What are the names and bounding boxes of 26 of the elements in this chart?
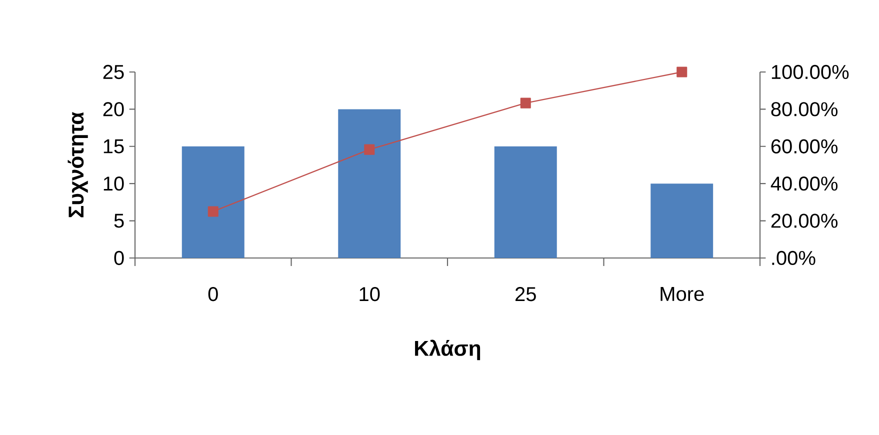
point [364, 144, 375, 155]
y-tick-label: 25 [103, 64, 124, 80]
x-tick-label: 10 [360, 287, 380, 302]
y-tick-label: 10 [104, 176, 124, 191]
y2-tick-label: .00% [772, 250, 816, 266]
y-axis-title: Συχνότητα [68, 112, 88, 218]
point [208, 206, 218, 217]
point [676, 66, 688, 78]
x-tick-label: 0 [208, 287, 218, 302]
bar [338, 109, 401, 258]
x-tick-label: More [660, 287, 704, 302]
bar [494, 146, 557, 258]
y2-tick-label: 80.00% [771, 102, 838, 116]
point [520, 98, 531, 108]
bar [650, 184, 714, 258]
bar [182, 146, 244, 258]
y2-tick-label: 60.00% [771, 139, 838, 154]
y-tick-label: 0 [114, 250, 124, 266]
y-tick-label: 20 [103, 102, 124, 116]
y-tick-label: 15 [104, 139, 124, 154]
x-axis-title: Κλάση [415, 340, 480, 360]
y-tick-label: 5 [114, 214, 124, 228]
y2-tick-label: 20.00% [771, 214, 838, 228]
y2-tick-label: 40.00% [770, 176, 838, 191]
x-tick-label: 25 [516, 287, 536, 302]
y2-tick-label: 100.00% [772, 64, 849, 80]
